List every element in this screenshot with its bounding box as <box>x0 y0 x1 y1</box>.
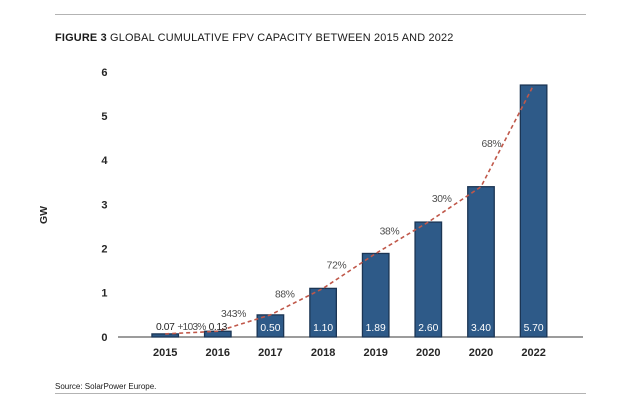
svg-text:0: 0 <box>101 332 107 344</box>
svg-text:2: 2 <box>101 244 107 256</box>
svg-text:2015: 2015 <box>153 347 177 359</box>
svg-text:2017: 2017 <box>258 347 282 359</box>
svg-text:1: 1 <box>101 288 107 300</box>
svg-text:GW: GW <box>38 206 50 224</box>
svg-text:1.10: 1.10 <box>313 323 333 334</box>
svg-text:1.89: 1.89 <box>366 323 386 334</box>
svg-text:2.60: 2.60 <box>418 323 438 334</box>
svg-text:68%: 68% <box>482 139 502 150</box>
svg-text:0.07: 0.07 <box>156 322 175 333</box>
svg-text:0.50: 0.50 <box>260 323 280 334</box>
svg-text:6: 6 <box>101 67 107 79</box>
svg-text:2018: 2018 <box>311 347 335 359</box>
svg-text:2020: 2020 <box>469 347 493 359</box>
svg-text:3: 3 <box>101 200 107 212</box>
svg-text:2020: 2020 <box>416 347 440 359</box>
svg-text:3.40: 3.40 <box>471 323 491 334</box>
svg-text:38%: 38% <box>380 227 400 238</box>
svg-text:72%: 72% <box>327 261 347 272</box>
svg-text:5.70: 5.70 <box>524 323 544 334</box>
svg-text:30%: 30% <box>432 194 452 205</box>
svg-text:2019: 2019 <box>363 347 387 359</box>
svg-text:2022: 2022 <box>521 347 545 359</box>
svg-text:2016: 2016 <box>206 347 230 359</box>
svg-text:4: 4 <box>101 155 108 167</box>
svg-text:+103%: +103% <box>177 322 206 333</box>
svg-text:5: 5 <box>101 111 107 123</box>
svg-text:0.13: 0.13 <box>209 322 228 333</box>
svg-text:88%: 88% <box>275 290 295 301</box>
svg-text:343%: 343% <box>221 309 246 320</box>
